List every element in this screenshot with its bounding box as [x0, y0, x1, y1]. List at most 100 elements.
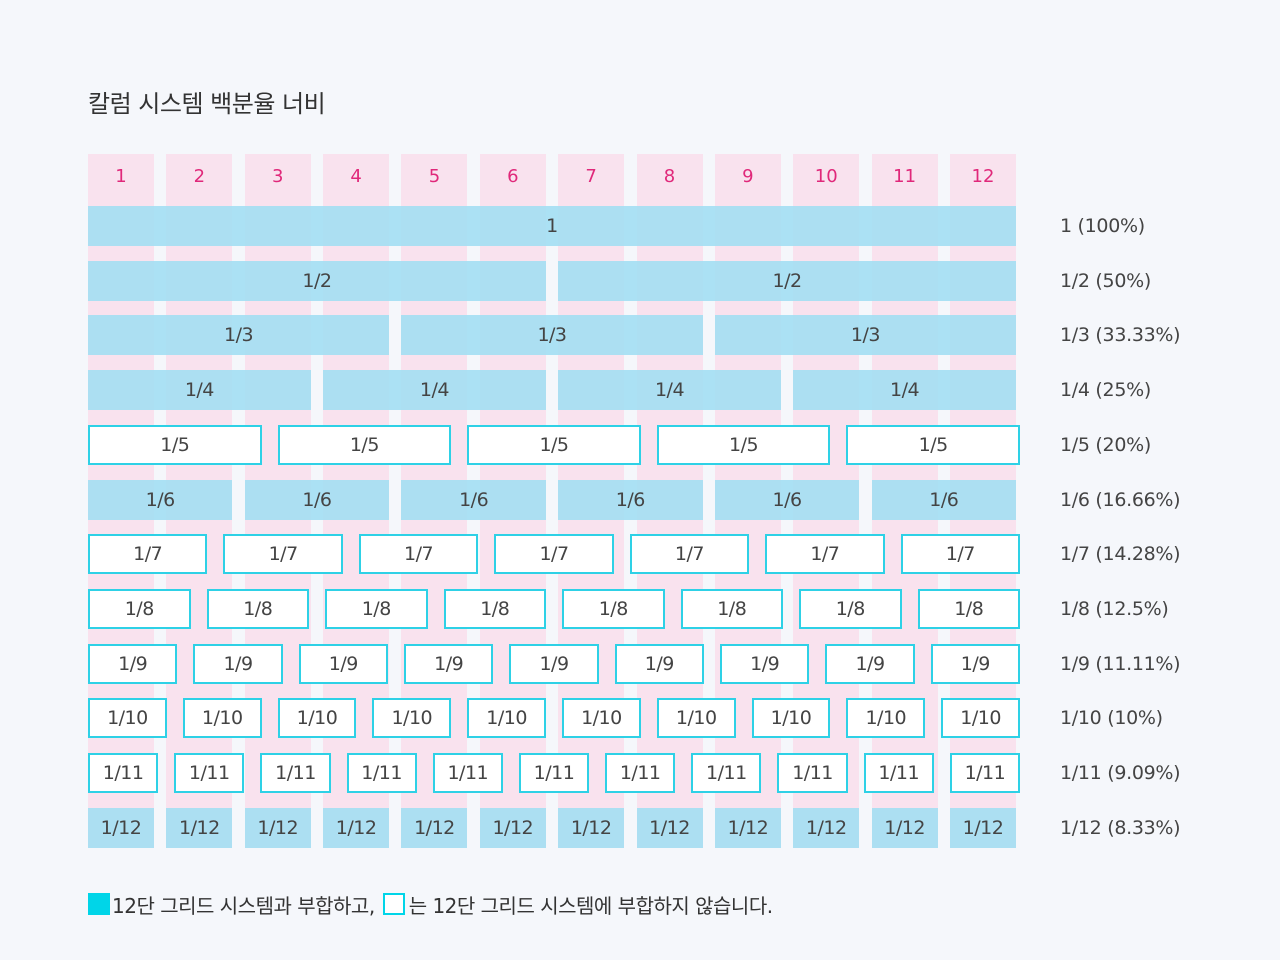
row-11-block: 1/11 [863, 753, 934, 793]
row-11-block: 1/11 [88, 753, 159, 793]
row-2-block: 1/2 [88, 260, 546, 301]
row-10-block: 1/10 [846, 698, 926, 739]
row-4-block: 1/4 [323, 370, 546, 411]
column-number-6: 6 [507, 166, 519, 187]
column-number-1: 1 [115, 166, 127, 187]
row-12-label: 1/12 (8.33%) [1060, 816, 1181, 839]
row-10-block: 1/10 [182, 698, 262, 739]
row-1-label: 1 (100%) [1060, 215, 1145, 237]
row-6-label: 1/6 (16.66%) [1060, 488, 1181, 511]
row-1-block: 1 [88, 206, 1016, 246]
row-8-block: 1/8 [443, 588, 546, 629]
column-grid: 1 2 3 4 5 6 7 8 9 10 11 12 1 1/2 1/2 1/3 1/3 1/3 1/4 1/4 1/4… [88, 154, 1020, 848]
row-10-block: 1/10 [277, 698, 357, 739]
row-10-block: 1/10 [941, 698, 1020, 739]
row-10-block: 1/10 [467, 698, 546, 739]
row-8-block: 1/8 [206, 588, 309, 629]
row-2-label: 1/2 (50%) [1060, 269, 1151, 292]
row-11-block: 1/11 [346, 753, 417, 793]
row-7-block: 1/7 [900, 534, 1020, 575]
row-11-block: 1/11 [260, 753, 331, 793]
row-4-label: 1/4 (25%) [1060, 379, 1151, 402]
row-7-block: 1/7 [88, 534, 208, 575]
column-number-5: 5 [428, 166, 441, 187]
row-8-block: 1/8 [799, 588, 902, 629]
legend-nofit-swatch [382, 893, 405, 915]
column-number-7: 7 [585, 166, 597, 187]
row-3-block: 1/3 [88, 315, 390, 356]
legend-nofit-text: 는 12단 그리드 시스템에 부합하지 않습니다. [408, 893, 773, 918]
row-11-block: 1/11 [777, 753, 848, 793]
row-6-block: 1/6 [714, 479, 860, 520]
row-11-block: 1/11 [691, 753, 762, 793]
row-12-block: 1/12 [793, 807, 860, 848]
row-9-block: 1/9 [720, 643, 810, 684]
legend-fit-swatch [88, 893, 110, 915]
legend: 12단 그리드 시스템과 부합하고, 는 12단 그리드 시스템에 부합하지 않… [88, 890, 773, 918]
row-9-block: 1/9 [825, 643, 915, 684]
row-9-block: 1/9 [614, 643, 704, 684]
row-12-block: 1/12 [558, 807, 625, 848]
row-5-block: 1/5 [656, 424, 831, 465]
row-5-block: 1/5 [467, 424, 641, 465]
row-10-block: 1/10 [562, 698, 641, 739]
column-number-3: 3 [271, 166, 284, 187]
row-3-block: 1/3 [401, 315, 703, 356]
row-12-block: 1/12 [244, 807, 311, 848]
row-11-block: 1/11 [949, 753, 1020, 793]
column-number-4: 4 [350, 166, 362, 187]
row-11-block: 1/11 [605, 753, 676, 793]
row-6-block: 1/6 [244, 479, 390, 520]
row-8-block: 1/8 [325, 588, 428, 629]
column-number-11: 11 [893, 166, 917, 187]
row-9-block: 1/9 [930, 643, 1020, 684]
row-3-label: 1/3 (33.33%) [1060, 324, 1181, 347]
row-4-block: 1/4 [558, 370, 781, 411]
row-12-block: 1/12 [714, 807, 781, 848]
row-4-block: 1/4 [88, 370, 311, 411]
row-11-block: 1/11 [518, 753, 590, 793]
row-9-block: 1/9 [88, 643, 178, 684]
row-12-block: 1/12 [636, 807, 703, 848]
row-2-block: 1/2 [558, 260, 1016, 301]
row-3-block: 1/3 [714, 315, 1016, 356]
row-7-block: 1/7 [765, 534, 885, 575]
row-9-block: 1/9 [298, 643, 388, 684]
row-12-block: 1/12 [88, 807, 154, 848]
row-5-label: 1/5 (20%) [1060, 433, 1151, 456]
row-12-block: 1/12 [401, 807, 468, 848]
row-5-block: 1/5 [846, 424, 1020, 465]
row-6-block: 1/6 [88, 479, 233, 520]
row-12-block: 1/12 [479, 807, 546, 848]
row-12-block: 1/12 [871, 807, 938, 848]
column-number-10: 10 [814, 166, 838, 187]
legend-fit-text: 12단 그리드 시스템과 부합하고, [112, 893, 375, 918]
row-9-label: 1/9 (11.11%) [1060, 652, 1181, 675]
row-6-block: 1/6 [558, 479, 703, 520]
row-8-label: 1/8 (12.5%) [1060, 597, 1169, 620]
row-5-block: 1/5 [88, 424, 262, 465]
row-12-block: 1/12 [166, 807, 233, 848]
row-7-block: 1/7 [494, 534, 614, 575]
row-8-block: 1/8 [917, 588, 1020, 629]
column-number-8: 8 [663, 166, 676, 187]
row-10-label: 1/10 (10%) [1060, 707, 1163, 730]
row-9-block: 1/9 [404, 643, 494, 684]
row-11-label: 1/11 (9.09%) [1060, 762, 1181, 784]
page-title: 칼럼 시스템 백분율 너비 [88, 90, 326, 118]
row-10-block: 1/10 [88, 698, 167, 739]
column-number-9: 9 [742, 166, 754, 187]
row-4-block: 1/4 [793, 370, 1016, 411]
row-10-block: 1/10 [372, 698, 452, 739]
row-8-block: 1/8 [88, 588, 191, 629]
row-7-block: 1/7 [358, 534, 479, 575]
row-5-block: 1/5 [277, 424, 452, 465]
row-6-block: 1/6 [401, 479, 546, 520]
row-7-label: 1/7 (14.28%) [1060, 543, 1181, 566]
row-7-block: 1/7 [629, 534, 750, 575]
row-12-block: 1/12 [949, 807, 1016, 848]
row-9-block: 1/9 [193, 643, 283, 684]
row-10-block: 1/10 [656, 698, 736, 739]
column-number-12: 12 [971, 166, 995, 187]
row-7-block: 1/7 [223, 534, 343, 575]
